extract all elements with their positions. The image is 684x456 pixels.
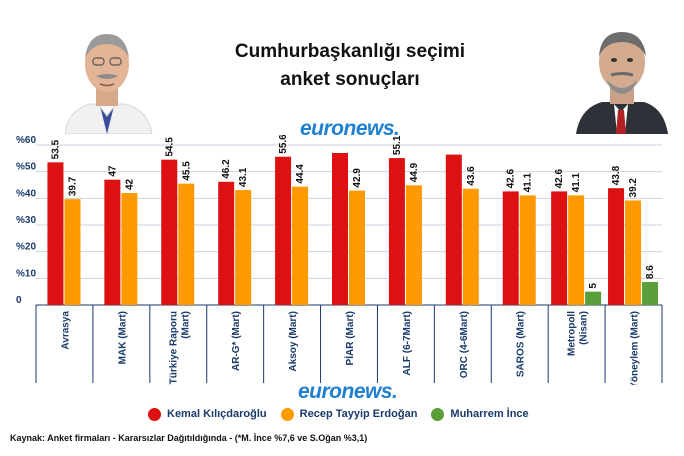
data-label: 42 (124, 178, 135, 190)
data-label: 42.6 (506, 168, 517, 188)
data-label: 8.6 (645, 265, 656, 279)
bar-chart: 0 %10 %20 %30 %40 %50 %60 53.5 39.7 Avrasya 47 42 MA… (16, 135, 663, 385)
portrait-left (60, 22, 155, 134)
data-label: 41.1 (523, 172, 534, 192)
bar (275, 156, 292, 305)
legend-swatch-orange (280, 407, 294, 421)
title-line-2: anket sonuçları (280, 69, 420, 90)
y-tick-label: %10 (16, 268, 36, 279)
bar (47, 162, 64, 305)
y-tick-label: %50 (16, 162, 36, 173)
source-note: Kaynak: Anket firmaları - Kararsızlar Da… (10, 433, 368, 443)
x-tick-label: SAROS (Mart) (516, 311, 527, 377)
data-label: 46.2 (221, 159, 232, 179)
legend-label: Recep Tayyip Erdoğan (299, 408, 418, 420)
bar (388, 158, 405, 305)
euronews-logo-bottom: euronews. (298, 380, 398, 404)
x-tick-label: ORC (4-6Mart) (459, 311, 470, 378)
legend-swatch-red (148, 407, 161, 421)
bar (585, 291, 602, 305)
bar (519, 195, 536, 305)
title-line-1: Cumhurbaşkanlığı seçimi (234, 41, 466, 62)
data-label: 54.5 (164, 137, 175, 157)
data-label: 42.6 (554, 168, 565, 188)
data-label: 43.6 (466, 166, 477, 186)
legend-item-erdogan: Recep Tayyip Erdoğan (280, 407, 418, 421)
y-tick-label: %30 (16, 215, 36, 226)
y-tick-label: %40 (16, 188, 36, 199)
chart-legend: Kemal Kılıçdaroğlu Recep Tayyip Erdoğan … (148, 406, 529, 422)
data-label: 41.1 (571, 172, 582, 192)
legend-item-ince: Muharrem İnce (431, 407, 529, 421)
brand-text: euronews (298, 380, 393, 403)
data-label: 45.5 (181, 161, 192, 181)
bar (235, 190, 252, 305)
bar (551, 191, 568, 305)
bar (218, 181, 235, 305)
x-tick-label: Türkiye Raporu (168, 311, 179, 384)
bar (445, 154, 462, 305)
legend-label: Kemal Kılıçdaroğlu (167, 408, 267, 420)
x-tick-label: (Nisan) (579, 311, 590, 345)
data-label: 44.4 (295, 164, 306, 184)
brand-text: euronews (300, 117, 395, 140)
brand-dot: . (392, 380, 398, 403)
data-label: 44.9 (409, 162, 420, 182)
bar (64, 199, 81, 305)
bar (642, 282, 659, 305)
x-tick-label: Metropoll (567, 311, 578, 356)
y-tick-label: %20 (16, 242, 36, 253)
euronews-logo-top: euronews. (300, 117, 400, 141)
data-label: 53.5 (50, 139, 61, 159)
brand-dot: . (394, 117, 400, 140)
chart-title: Cumhurbaşkanlığı seçimi anket sonuçları (200, 38, 500, 94)
bar (568, 195, 585, 305)
legend-item-kilicdaroglu: Kemal Kılıçdaroğlu (148, 407, 267, 421)
x-tick-label: Avrasya (60, 311, 71, 350)
legend-swatch-green (431, 407, 445, 421)
data-label: 5 (588, 283, 599, 289)
data-label: 39.7 (67, 176, 78, 196)
bar (405, 185, 422, 305)
bar (104, 179, 121, 305)
bar (161, 159, 178, 305)
x-tick-label: MAK (Mart) (117, 311, 128, 364)
x-tick-label: Yöneylem (Mart) (630, 311, 641, 385)
data-label: 47 (107, 165, 118, 177)
x-tick-label: ALF (6-7Mart) (402, 311, 413, 375)
bar (502, 191, 519, 305)
data-label: 55.6 (278, 135, 289, 154)
data-label: 43.8 (611, 165, 622, 185)
bar (178, 183, 195, 305)
x-tick-label: PİAR (Mart) (343, 311, 356, 365)
data-label: 55.1 (392, 135, 403, 155)
y-tick-label: %60 (16, 135, 36, 146)
bar (608, 188, 625, 305)
x-tick-label: Aksoy (Mart) (288, 311, 299, 372)
bar (349, 190, 365, 305)
bar (462, 188, 479, 305)
bar (625, 200, 642, 305)
portrait-right (574, 22, 669, 134)
bar (292, 186, 309, 305)
legend-label: Muharrem İnce (450, 408, 529, 420)
bar (332, 153, 348, 305)
data-label: 42.9 (352, 168, 363, 188)
data-label: 43.1 (238, 167, 249, 187)
data-label: 39.2 (628, 178, 639, 198)
x-tick-label: AR-G* (Mart) (231, 311, 242, 371)
x-tick-label: (Mart) (180, 311, 191, 339)
bar (121, 193, 138, 305)
y-tick-label: 0 (16, 295, 22, 306)
